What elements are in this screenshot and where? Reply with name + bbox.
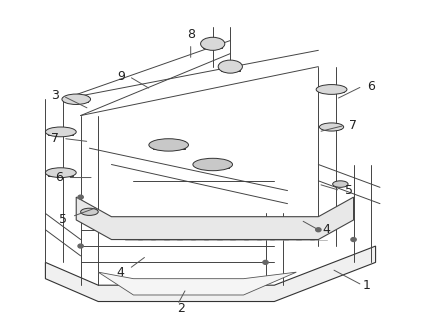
Circle shape xyxy=(316,228,321,232)
Ellipse shape xyxy=(81,208,98,215)
Ellipse shape xyxy=(46,168,76,178)
Polygon shape xyxy=(76,197,354,240)
Polygon shape xyxy=(65,96,88,102)
Polygon shape xyxy=(319,87,344,92)
Circle shape xyxy=(78,195,83,199)
Polygon shape xyxy=(153,141,185,149)
Polygon shape xyxy=(46,246,376,301)
Polygon shape xyxy=(203,40,222,48)
Polygon shape xyxy=(322,125,341,129)
Text: 1: 1 xyxy=(362,279,370,292)
Text: 6: 6 xyxy=(55,171,63,184)
Text: 5: 5 xyxy=(345,184,353,197)
Polygon shape xyxy=(221,63,240,70)
Polygon shape xyxy=(48,170,73,176)
Circle shape xyxy=(351,238,356,241)
Polygon shape xyxy=(48,129,73,135)
Ellipse shape xyxy=(149,139,188,151)
Ellipse shape xyxy=(201,37,225,50)
Text: 7: 7 xyxy=(51,132,58,145)
Text: 7: 7 xyxy=(349,119,357,132)
Circle shape xyxy=(263,261,268,264)
Text: 6: 6 xyxy=(367,80,375,93)
Polygon shape xyxy=(98,272,296,295)
Text: 8: 8 xyxy=(187,28,194,40)
Ellipse shape xyxy=(333,181,348,187)
Circle shape xyxy=(78,244,83,248)
Text: 5: 5 xyxy=(59,214,67,226)
Text: 4: 4 xyxy=(323,223,330,236)
Ellipse shape xyxy=(218,60,242,73)
Ellipse shape xyxy=(46,127,76,137)
Polygon shape xyxy=(197,161,229,168)
Text: 3: 3 xyxy=(51,89,58,103)
Ellipse shape xyxy=(319,123,344,131)
Text: 4: 4 xyxy=(117,266,124,279)
Ellipse shape xyxy=(316,85,347,94)
Text: 2: 2 xyxy=(178,302,185,315)
Ellipse shape xyxy=(62,94,90,105)
Ellipse shape xyxy=(193,158,233,171)
Text: 9: 9 xyxy=(117,70,124,83)
